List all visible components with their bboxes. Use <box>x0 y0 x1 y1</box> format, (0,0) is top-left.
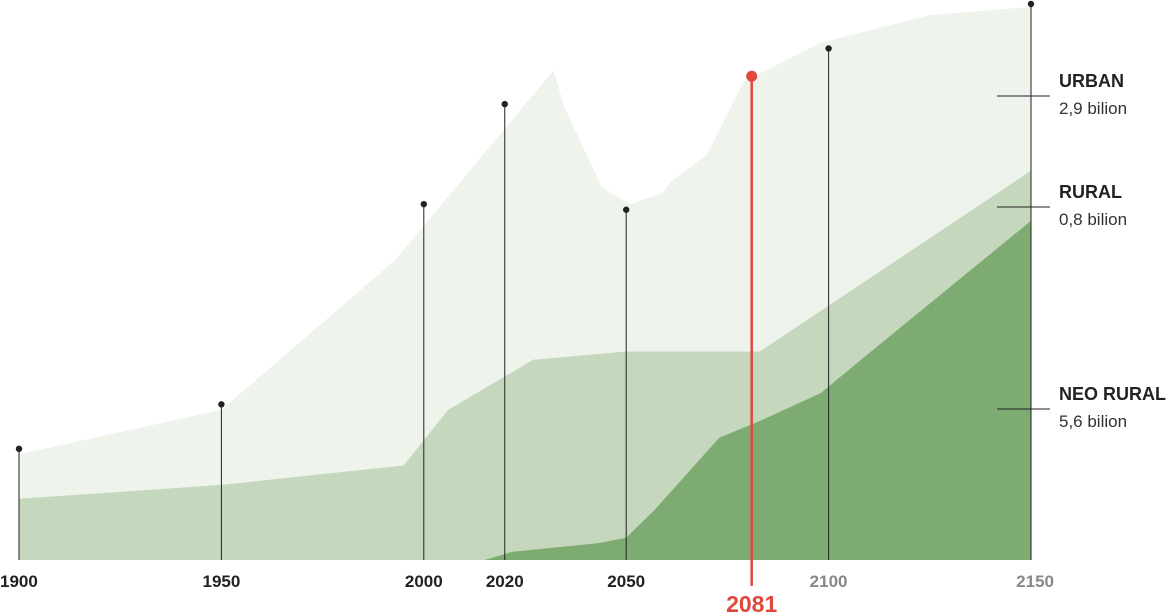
area-neo-rural <box>484 220 1031 561</box>
highlight-label: 2081 <box>726 591 777 615</box>
stem-dot-2020 <box>501 100 508 108</box>
x-tick-label-2100: 2100 <box>810 572 848 591</box>
legend-name-urban: URBAN <box>1059 71 1124 91</box>
stem-dot-2000 <box>420 200 427 208</box>
highlight-dot <box>746 70 758 82</box>
legend-value-rural: 0,8 bilion <box>1059 210 1127 229</box>
x-tick-label-2000: 2000 <box>405 572 443 591</box>
stem-dot-1900 <box>15 445 23 452</box>
legend-value-urban: 2,9 bilion <box>1059 99 1127 118</box>
stem-dot-2150 <box>1027 0 1035 8</box>
x-tick-label-2150: 2150 <box>1016 572 1054 591</box>
stem-dot-2100 <box>825 45 832 52</box>
legend-value-neo-rural: 5,6 bilion <box>1059 412 1127 431</box>
x-tick-label-2020: 2020 <box>486 572 524 591</box>
legend-name-neo-rural: NEO RURAL <box>1059 384 1166 404</box>
x-axis-tick-labels: 1900 1950 2000 2020 2050 2100 2150 <box>0 572 1054 591</box>
year-stems <box>15 0 1035 560</box>
legend-name-rural: RURAL <box>1059 182 1122 202</box>
x-tick-label-1950: 1950 <box>202 572 240 591</box>
x-tick-label-2050: 2050 <box>607 572 645 591</box>
stem-dot-2050 <box>623 206 630 213</box>
area-layers <box>19 6 1031 561</box>
legend: URBAN 2,9 bilion RURAL 0,8 bilion NEO RURAL 5… <box>997 71 1166 431</box>
stem-dot-1950 <box>218 401 225 408</box>
highlight-marker: 2081 <box>726 70 777 615</box>
x-tick-label-1900: 1900 <box>0 572 38 591</box>
